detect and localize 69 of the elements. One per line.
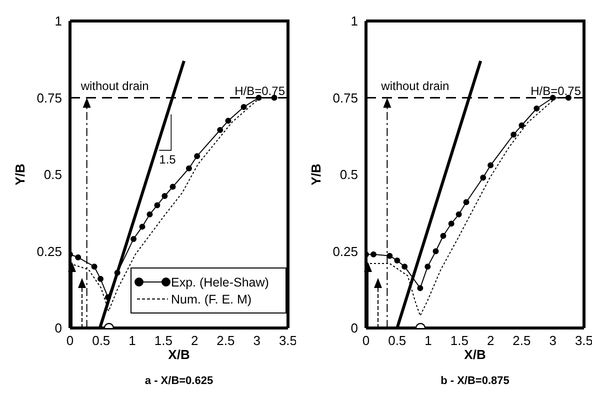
x-tick-label: 0.5 — [92, 333, 110, 348]
point — [146, 211, 153, 218]
ref-line-label: H/B=0.75 — [234, 84, 286, 98]
point — [402, 264, 408, 270]
y-tick-label: 0.75 — [36, 90, 62, 106]
legend-label: Num. (F. E. M) — [171, 292, 252, 306]
point — [170, 184, 176, 190]
x-tick-label: 3 — [253, 333, 260, 348]
x-tick-label: 0 — [66, 333, 74, 348]
y-tick-label: 1 — [350, 14, 358, 29]
annotation: without drain — [80, 78, 149, 93]
text: a - X/B=0.625 — [144, 375, 214, 387]
point — [162, 192, 168, 199]
point — [194, 153, 200, 160]
point — [104, 294, 111, 300]
point — [463, 199, 470, 206]
annotation: without drain — [380, 78, 450, 93]
x-tick-label: 0.5 — [388, 333, 406, 348]
point — [98, 276, 104, 282]
x-tick-label: 2 — [190, 333, 198, 348]
x-tick-label: 3 — [549, 333, 556, 348]
y-tick-label: 0.5 — [44, 167, 62, 182]
point — [456, 211, 462, 218]
x-tick-label: 1.5 — [154, 333, 172, 348]
x-tick-label: 2.5 — [216, 333, 235, 348]
point — [139, 224, 146, 230]
point — [91, 264, 98, 270]
point — [424, 264, 431, 270]
point — [480, 174, 486, 181]
y-tick-label: 1 — [54, 14, 62, 29]
y-tick-label: 0.5 — [340, 167, 358, 182]
point — [114, 270, 120, 276]
point — [432, 248, 439, 254]
ref-line-label: H/B=0.75 — [530, 84, 582, 98]
point — [75, 254, 82, 260]
x-tick-label: 2 — [486, 333, 494, 348]
point — [217, 126, 224, 133]
legend-label: Exp. (Hele-Shaw) — [171, 276, 269, 290]
y-tick-label: 0.25 — [36, 244, 62, 259]
text: b - X/B=0.875 — [440, 375, 510, 387]
point — [240, 104, 247, 110]
x-tick-label: 1 — [424, 333, 432, 348]
point — [394, 257, 400, 264]
x-axis-title: X/B — [168, 347, 190, 362]
point — [510, 132, 517, 138]
point — [386, 252, 393, 259]
point — [488, 162, 494, 168]
point — [130, 236, 137, 242]
point — [518, 122, 525, 128]
x-tick-label: 0 — [362, 333, 370, 348]
y-tick-label: 0 — [350, 320, 358, 336]
y-axis-title: Y/B — [12, 164, 28, 186]
point — [370, 251, 376, 258]
y-tick-label: 0 — [54, 320, 62, 336]
x-tick-label: 1.5 — [450, 333, 468, 348]
point — [186, 165, 192, 172]
point — [534, 105, 540, 112]
point — [417, 285, 424, 292]
point — [448, 220, 454, 227]
y-axis-title: Y/B — [308, 164, 324, 186]
y-tick-label: 0.25 — [332, 244, 358, 259]
annotation: 1.5 — [159, 152, 176, 166]
y-tick-label: 0.75 — [332, 90, 358, 106]
x-axis-title: X/B — [464, 347, 486, 362]
x-tick-label: 2.5 — [512, 333, 531, 348]
point — [440, 232, 446, 239]
point — [154, 202, 160, 208]
x-tick-label: 1 — [128, 333, 136, 348]
point — [225, 118, 232, 124]
